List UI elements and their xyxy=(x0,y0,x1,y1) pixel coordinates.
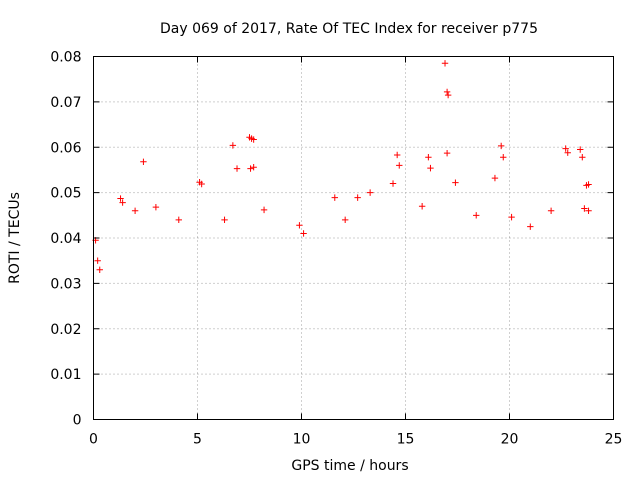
data-point xyxy=(366,189,374,196)
data-point xyxy=(393,151,401,159)
data-point xyxy=(198,180,205,188)
data-point xyxy=(562,145,569,152)
data-point xyxy=(500,154,507,161)
data-point xyxy=(396,162,403,169)
data-point xyxy=(443,88,451,96)
y-tick-label: 0.05 xyxy=(50,186,81,202)
y-tick-label: 0 xyxy=(73,413,82,429)
data-point xyxy=(585,207,592,214)
data-point xyxy=(577,146,584,153)
data-point xyxy=(547,207,555,214)
data-point xyxy=(117,195,124,202)
data-point xyxy=(441,60,449,67)
y-tick-label: 0.06 xyxy=(50,140,81,156)
data-point xyxy=(497,142,505,150)
data-point xyxy=(564,149,571,156)
axis-ticks xyxy=(93,56,614,420)
y-tick-label: 0.08 xyxy=(50,50,81,66)
data-point xyxy=(354,194,361,201)
data-point xyxy=(425,154,432,161)
data-point xyxy=(331,194,338,201)
x-tick-label: 5 xyxy=(193,432,202,448)
data-point xyxy=(444,91,452,99)
y-tick-label: 0.03 xyxy=(50,276,81,292)
y-tick-label: 0.04 xyxy=(50,231,81,247)
data-point xyxy=(473,212,480,219)
data-point xyxy=(119,199,126,206)
data-point xyxy=(247,165,254,172)
data-point xyxy=(443,149,451,157)
data-point xyxy=(581,205,588,212)
data-point xyxy=(296,222,303,229)
x-tick-label: 25 xyxy=(605,432,623,448)
data-point xyxy=(341,216,349,224)
data-point xyxy=(96,266,103,273)
x-tick-label: 0 xyxy=(89,432,98,448)
tick-labels: 0 5 10 15 20 25 0 0.01 0.02 0.03 0.04 0.05 0.06 0.07 0… xyxy=(50,50,622,448)
data-point xyxy=(221,216,228,224)
chart-title: Day 069 of 2017, Rate Of TEC Index for r… xyxy=(160,21,538,37)
data-point xyxy=(585,181,592,188)
x-tick-label: 20 xyxy=(501,432,519,448)
data-point xyxy=(94,257,101,264)
x-tick-label: 15 xyxy=(397,432,415,448)
data-point xyxy=(250,136,257,143)
data-point xyxy=(175,216,182,224)
data-point xyxy=(260,206,268,214)
data-points xyxy=(92,60,592,273)
data-point xyxy=(131,207,139,214)
data-point xyxy=(389,180,397,187)
data-point xyxy=(527,223,534,230)
data-point xyxy=(229,142,237,149)
data-point xyxy=(452,179,459,186)
y-tick-label: 0.02 xyxy=(50,322,81,338)
data-point xyxy=(233,165,241,172)
data-point xyxy=(579,154,586,161)
data-point xyxy=(508,213,515,221)
x-axis-label: GPS time / hours xyxy=(291,458,408,474)
y-tick-label: 0.01 xyxy=(50,367,81,383)
data-point xyxy=(250,164,257,171)
data-point xyxy=(140,158,147,165)
grid xyxy=(93,56,614,420)
data-point xyxy=(418,203,426,210)
y-tick-label: 0.07 xyxy=(50,95,81,111)
data-point xyxy=(427,164,434,172)
data-point xyxy=(152,203,160,211)
data-point xyxy=(300,230,307,237)
data-point xyxy=(491,174,499,182)
y-axis-label: ROTI / TECUs xyxy=(7,192,23,284)
x-tick-label: 10 xyxy=(293,432,311,448)
